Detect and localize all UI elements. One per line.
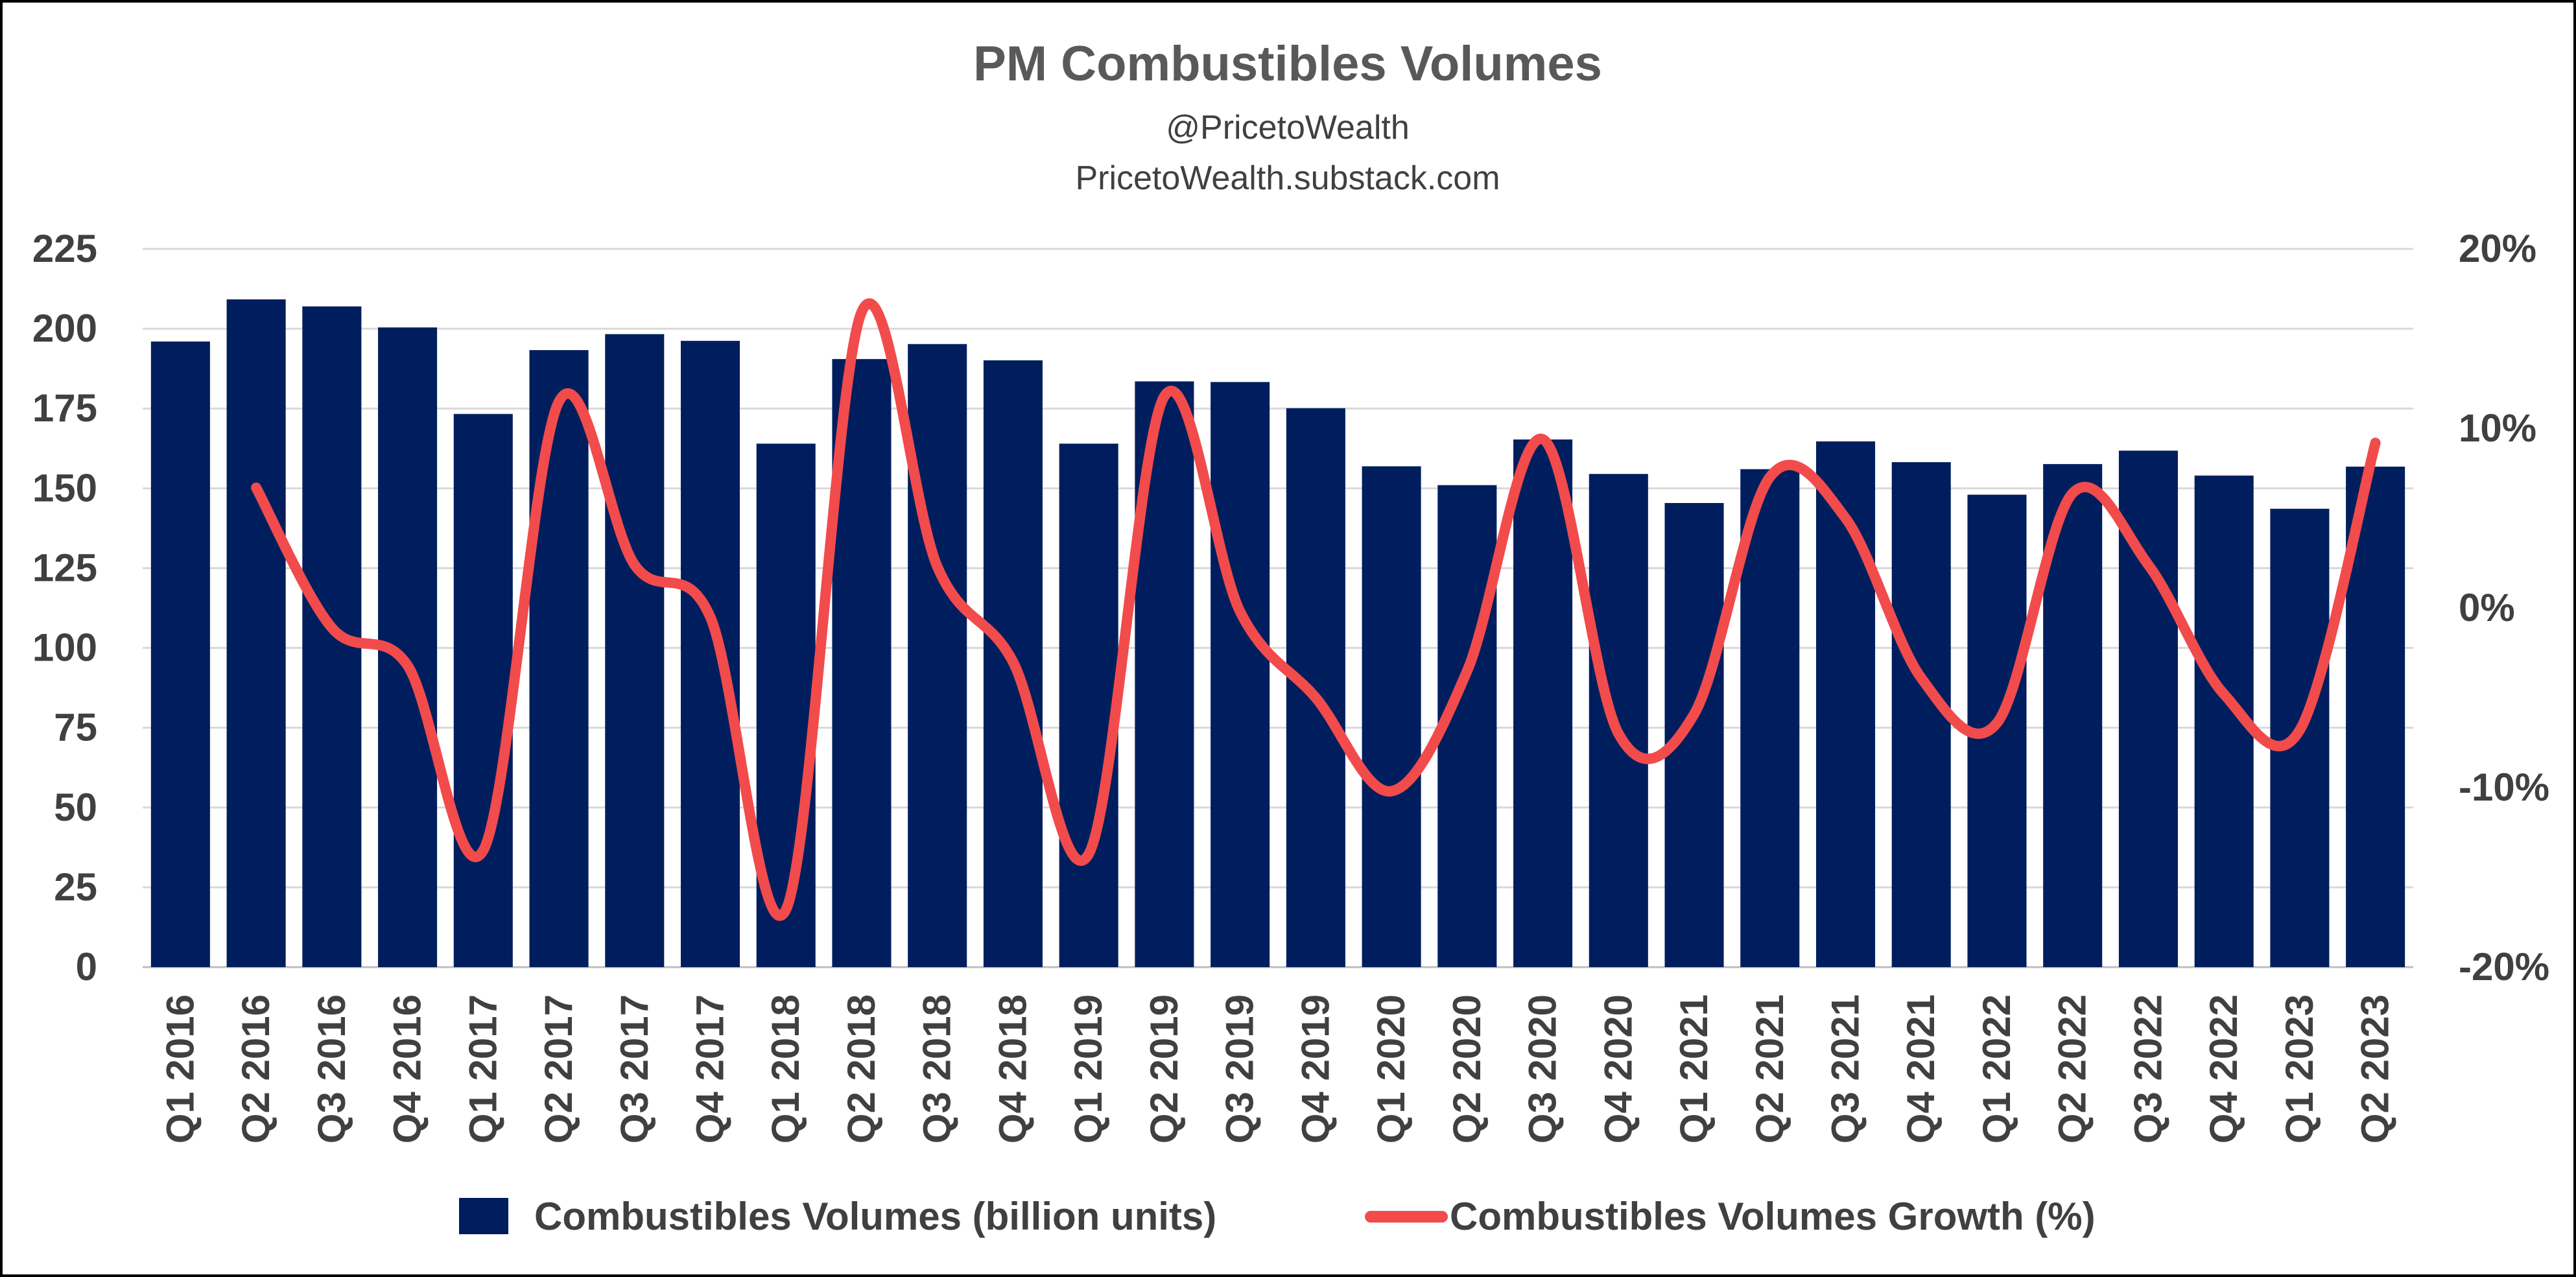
x-tick-label: Q3 2020 [1521,994,1565,1143]
x-tick-label: Q2 2019 [1142,994,1186,1143]
bar [1513,439,1573,967]
y-right-tick-label: 10% [2459,406,2536,450]
x-tick-label: Q1 2022 [1975,994,2018,1143]
chart-title: PM Combustibles Volumes [973,36,1602,91]
bar [908,344,967,967]
chart-subtitle-handle: @PricetoWealth [1166,109,1410,146]
bar [453,414,513,967]
bar [1286,408,1345,967]
y-left-tick-label: 175 [32,386,97,430]
x-tick-label: Q1 2020 [1369,994,1413,1143]
y-right-tick-label: -20% [2459,945,2549,989]
bar [1664,502,1724,967]
chart-subtitle-site: PricetoWealth.substack.com [1075,159,1500,197]
gridlines [143,248,2413,968]
x-tick-label: Q2 2022 [2051,994,2094,1143]
bar [1891,462,1951,967]
x-tick-label: Q1 2021 [1672,994,1716,1143]
x-tick-label: Q2 2017 [537,994,580,1143]
legend: Combustibles Volumes (billion units) Com… [459,1195,2096,1238]
x-tick-label: Q2 2020 [1445,994,1489,1143]
bar [605,334,665,967]
y-left-tick-label: 75 [54,706,97,749]
y-left-tick-label: 25 [54,865,97,909]
x-tick-label: Q1 2016 [158,994,202,1143]
x-tick-label: Q4 2016 [386,994,429,1143]
y-right-tick-label: 0% [2459,586,2515,629]
x-tick-label: Q3 2017 [613,994,656,1143]
x-tick-label: Q2 2018 [840,994,883,1143]
x-tick-label: Q4 2019 [1294,994,1337,1143]
y-right-tick-label: -10% [2459,766,2549,809]
x-tick-label: Q4 2022 [2202,994,2245,1143]
y-left-tick-label: 100 [32,626,97,670]
bar [680,340,740,967]
x-tick-label: Q4 2017 [689,994,732,1143]
x-tick-label: Q2 2021 [1748,994,1791,1143]
x-tick-label: Q1 2019 [1067,994,1110,1143]
y-axis-left: 0 25 50 75 100 125 150 175 200 225 [32,227,97,989]
x-tick-label: Q3 2022 [2126,994,2169,1143]
bar [226,299,286,968]
bar [1815,441,1876,967]
x-tick-label: Q1 2017 [461,994,504,1143]
y-axis-right: -20% -10% 0% 10% 20% [2459,227,2549,989]
x-tick-label: Q4 2021 [1899,994,1943,1143]
bar [1740,469,1800,967]
growth-line [251,298,2381,921]
bar [1362,466,1421,967]
y-left-tick-label: 200 [32,307,97,350]
legend-swatch-volumes [459,1198,508,1234]
x-axis: Q1 2016 Q2 2016 Q3 2016 Q4 2016 Q1 2017 Q2 20… [158,994,2396,1143]
y-left-tick-label: 0 [76,945,97,989]
chart-svg: PM Combustibles Volumes @PricetoWealth P… [32,36,2549,1238]
legend-label-growth: Combustibles Volumes Growth (%) [1450,1195,2096,1238]
x-tick-label: Q3 2021 [1824,994,1867,1143]
legend-label-volumes: Combustibles Volumes (billion units) [534,1195,1216,1238]
x-tick-label: Q3 2016 [310,994,353,1143]
x-tick-label: Q2 2016 [234,994,278,1143]
y-left-tick-label: 125 [32,546,97,589]
x-tick-label: Q2 2023 [2354,994,2397,1143]
bar [1059,443,1118,967]
bar [1211,382,1270,967]
y-left-tick-label: 50 [54,786,97,829]
x-tick-label: Q1 2018 [764,994,807,1143]
y-left-tick-label: 225 [32,227,97,270]
bar [150,341,210,967]
y-right-tick-label: 20% [2459,227,2536,270]
y-left-tick-label: 150 [32,466,97,510]
line-series [251,298,2381,921]
bar-series [150,299,2405,968]
x-tick-label: Q4 2020 [1596,994,1640,1143]
bar [529,350,589,967]
bar [1589,474,1648,967]
x-tick-label: Q3 2019 [1218,994,1262,1143]
x-tick-label: Q1 2023 [2278,994,2321,1143]
x-tick-label: Q3 2018 [916,994,959,1143]
x-tick-label: Q4 2018 [991,994,1034,1143]
